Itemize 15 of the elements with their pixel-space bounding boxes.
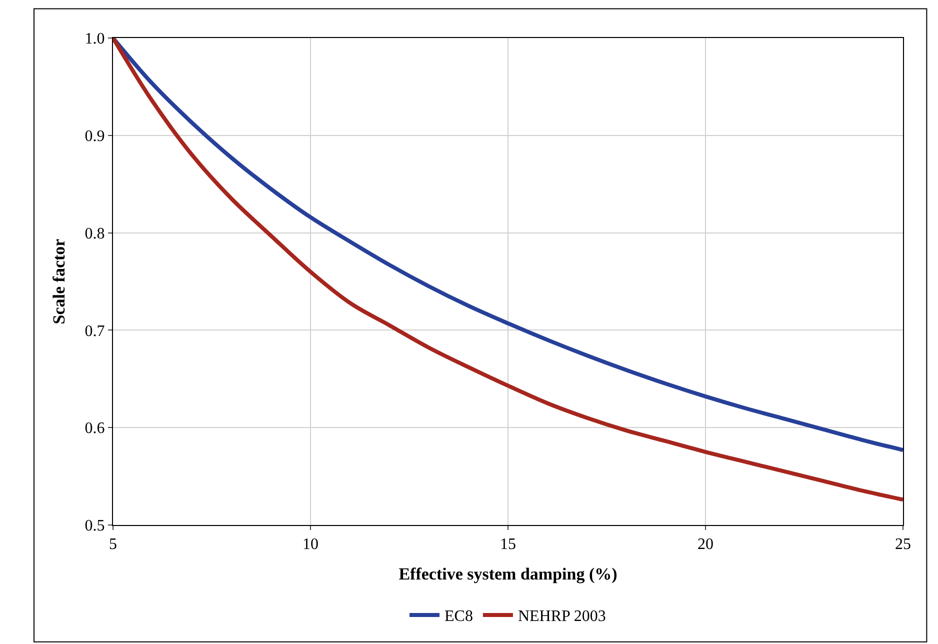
- y-tick-label: 0.6: [84, 420, 105, 438]
- x-tick-label: 20: [698, 536, 714, 554]
- x-tick-label: 10: [302, 536, 318, 554]
- legend-label: EC8: [444, 608, 473, 626]
- y-tick-label: 0.7: [84, 322, 105, 340]
- y-tick-label: 0.5: [84, 518, 105, 535]
- y-tick-label: 1.0: [84, 30, 105, 48]
- x-tick-label: 25: [895, 536, 911, 554]
- x-tick-label: 15: [500, 536, 516, 554]
- x-axis-title: Effective system damping (%): [398, 564, 618, 584]
- legend-label: NEHRP 2003: [518, 608, 606, 626]
- x-tick-label: 5: [109, 536, 117, 554]
- y-axis-title: Scale factor: [49, 238, 68, 324]
- y-tick-label: 0.8: [84, 225, 105, 242]
- y-tick-label: 0.9: [84, 128, 105, 145]
